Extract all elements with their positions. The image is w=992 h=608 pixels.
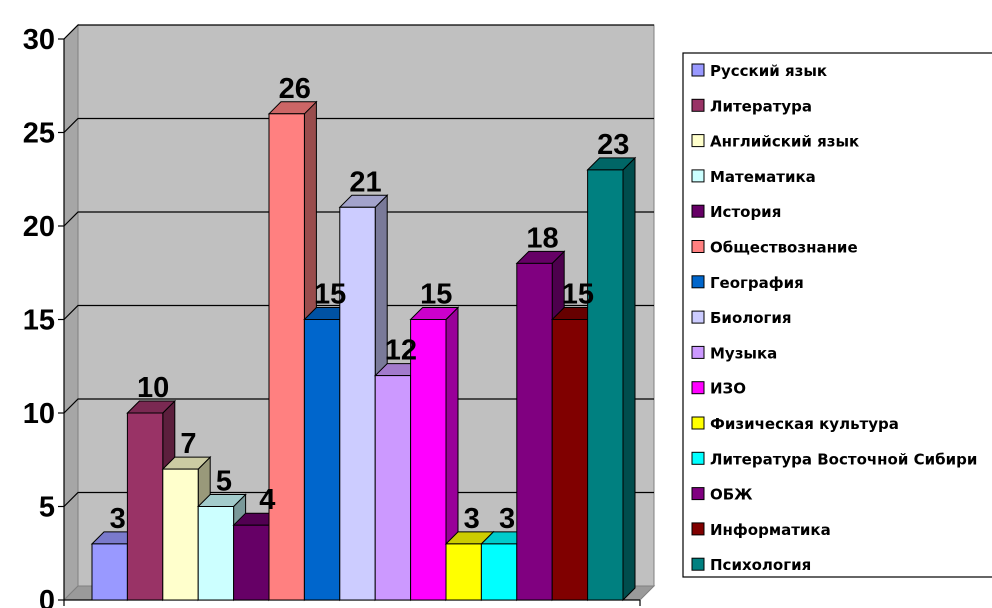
- legend-label: Литература Восточной Сибири: [710, 450, 977, 468]
- bar-side: [622, 156, 636, 602]
- legend-swatch: [691, 381, 705, 395]
- bar-front: [374, 375, 412, 601]
- bar-front: [268, 113, 305, 601]
- y-tick-label: 10: [23, 398, 55, 430]
- data-label: 15: [562, 279, 594, 311]
- bars: [90, 100, 637, 602]
- data-label: 15: [314, 279, 346, 311]
- gridline: [63, 24, 654, 40]
- gridline: [63, 117, 654, 133]
- legend-label: Русский язык: [710, 62, 827, 80]
- bar-front: [410, 319, 447, 601]
- y-tick-label: 30: [23, 24, 55, 56]
- bar-front: [197, 506, 235, 601]
- legend-label: ОБЖ: [710, 486, 753, 504]
- gridline: [63, 398, 654, 414]
- legend-label: Математика: [710, 168, 816, 186]
- legend-label: География: [710, 274, 804, 292]
- bar-front: [126, 412, 164, 601]
- y-axis-ticks: 0 5 10 15 20 25 30: [23, 24, 64, 608]
- legend-label: ИЗО: [710, 380, 746, 398]
- bar-front: [303, 319, 341, 601]
- legend-label: Психология: [710, 556, 811, 574]
- data-label: 7: [180, 428, 196, 460]
- legend-swatch: [691, 169, 705, 183]
- gridlines: [63, 24, 654, 507]
- data-label: 23: [597, 129, 629, 161]
- legend-label: Информатика: [710, 521, 831, 539]
- legend-item: Обществознание: [691, 239, 858, 257]
- legend-item: Информатика: [691, 521, 831, 539]
- legend-label: Физическая культура: [710, 415, 899, 433]
- legend-swatch: [691, 416, 705, 430]
- legend-swatch: [691, 487, 705, 501]
- bar-front: [480, 543, 518, 601]
- bar-10: [409, 306, 460, 602]
- legend-item: Литература: [691, 97, 812, 115]
- data-label: 3: [110, 503, 126, 535]
- y-tick-label: 20: [23, 211, 55, 243]
- bar-front: [516, 262, 553, 601]
- gridline: [63, 304, 654, 320]
- legend-label: Английский язык: [710, 133, 859, 151]
- bar-front: [551, 319, 589, 601]
- data-label: 15: [420, 279, 452, 311]
- legend-swatch: [691, 275, 705, 289]
- legend-swatch: [691, 134, 705, 148]
- legend-item: ИЗО: [691, 380, 746, 398]
- bar-front: [445, 543, 482, 601]
- data-label: 18: [526, 222, 558, 254]
- legend-swatch: [691, 557, 705, 571]
- legend-label: Биология: [710, 309, 792, 327]
- legend-item: ОБЖ: [691, 486, 753, 504]
- legend-swatch: [691, 63, 705, 77]
- y-tick-label: 15: [23, 305, 55, 337]
- data-label: 3: [464, 503, 480, 535]
- legend-item: Биология: [691, 309, 792, 327]
- bar-front: [233, 524, 270, 601]
- legend-item: История: [691, 203, 781, 221]
- legend-item: Русский язык: [691, 62, 827, 80]
- legend-swatch: [691, 240, 705, 253]
- legend-label: Обществознание: [710, 239, 858, 257]
- legend-label: Литература: [710, 97, 812, 115]
- bar-front: [587, 169, 624, 601]
- data-label: 26: [279, 73, 311, 105]
- legend-item: Математика: [691, 168, 816, 186]
- data-label: 10: [137, 372, 169, 404]
- bar-front: [91, 543, 128, 601]
- y-tick-label: 25: [23, 118, 55, 150]
- data-label: 21: [349, 166, 381, 198]
- y-tick-label: 5: [39, 492, 55, 524]
- data-label: 4: [259, 484, 275, 516]
- bar-6: [267, 100, 318, 602]
- legend-label: История: [710, 203, 781, 221]
- legend-item: Английский язык: [691, 133, 859, 151]
- legend-item: География: [691, 274, 804, 292]
- legend-swatch: [691, 204, 705, 218]
- data-label: 5: [216, 466, 232, 498]
- legend-box: [682, 52, 992, 578]
- data-label: 12: [385, 335, 417, 367]
- bar-front: [162, 468, 199, 601]
- data-label: 3: [499, 503, 515, 535]
- legend-item: Литература Восточной Сибири: [691, 450, 977, 468]
- legend-swatch: [691, 98, 705, 112]
- legend-swatch: [691, 345, 705, 359]
- bar-15: [586, 156, 637, 602]
- bar-front: [339, 206, 376, 601]
- gridline: [63, 491, 654, 507]
- legend-swatch: [691, 310, 705, 324]
- legend-item: Музыка: [691, 344, 777, 362]
- gridline: [63, 211, 654, 227]
- legend: Русский язык Литература Английский язык Мат…: [682, 52, 992, 578]
- legend-item: Психология: [691, 556, 811, 574]
- legend-swatch: [691, 451, 705, 465]
- legend-label: Музыка: [710, 344, 777, 362]
- y-tick-label: 0: [39, 585, 55, 608]
- legend-item: Физическая культура: [691, 415, 899, 433]
- legend-swatch: [691, 522, 705, 536]
